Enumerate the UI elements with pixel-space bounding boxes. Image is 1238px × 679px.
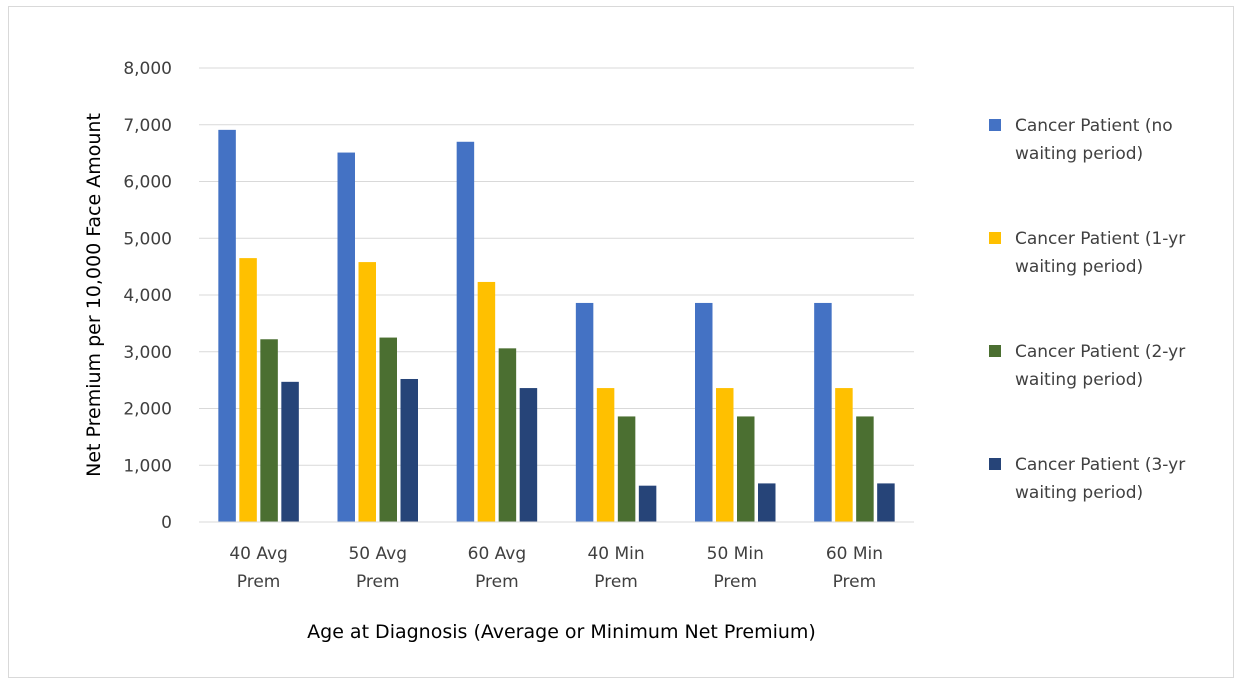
bar [814, 302, 832, 522]
bar [877, 483, 895, 522]
x-tick-label: 40 Min [587, 544, 644, 564]
x-tick-label: 60 Avg [468, 544, 527, 564]
x-tick-label: Prem [833, 572, 877, 592]
chart-frame: 0 1,000 2,000 3,000 4,000 5,000 6,000 7,000 8,00… [8, 6, 1234, 678]
x-tick-label: 50 Avg [348, 544, 407, 564]
y-axis-title: Net Premium per 10,000 Face Amount [83, 113, 105, 477]
bar [617, 416, 636, 522]
bar [281, 381, 299, 522]
bar [575, 302, 594, 522]
x-tick-label: Prem [594, 572, 638, 592]
legend-label: Cancer Patient (3-yr [1015, 455, 1185, 475]
x-tick-label: Prem [356, 572, 400, 592]
x-tick-label: 60 Min [826, 544, 883, 564]
y-axis-ticks: 0 1,000 2,000 3,000 4,000 5,000 6,000 7,000 8,00… [123, 59, 172, 533]
legend-label: waiting period) [1015, 370, 1143, 390]
legend-swatch [989, 345, 1001, 357]
bar [456, 141, 475, 522]
x-tick-label: 40 Avg [229, 544, 288, 564]
bar [218, 129, 236, 523]
y-tick-label: 8,000 [123, 59, 172, 79]
y-tick-label: 0 [161, 513, 172, 533]
legend-label: Cancer Patient (2-yr [1015, 342, 1185, 362]
bar-chart: 0 1,000 2,000 3,000 4,000 5,000 6,000 7,000 8,00… [83, 59, 1185, 643]
bar [400, 378, 418, 522]
y-tick-label: 1,000 [123, 456, 172, 476]
x-tick-label: Prem [237, 572, 281, 592]
x-tick-label: Prem [475, 572, 519, 592]
bar [498, 348, 517, 522]
y-tick-label: 4,000 [123, 286, 172, 306]
y-tick-label: 5,000 [123, 229, 172, 249]
bars [218, 129, 895, 523]
x-axis-title: Age at Diagnosis (Average or Minimum Net… [307, 621, 816, 643]
y-tick-label: 7,000 [123, 116, 172, 136]
y-tick-label: 3,000 [123, 343, 172, 363]
x-tick-label: Prem [713, 572, 757, 592]
bar [835, 388, 853, 522]
y-tick-label: 2,000 [123, 400, 172, 420]
bar [758, 483, 776, 522]
bar [379, 337, 397, 522]
bar [638, 485, 657, 522]
bar [239, 258, 257, 522]
x-axis-ticks: 40 Avg Prem 50 Avg Prem 60 Avg Prem 40 Min Prem… [229, 544, 883, 592]
legend-label: Cancer Patient (no [1015, 116, 1173, 136]
legend-swatch [989, 458, 1001, 470]
bar [737, 416, 755, 522]
legend-swatch [989, 232, 1001, 244]
x-tick-label: 50 Min [707, 544, 764, 564]
y-tick-label: 6,000 [123, 173, 172, 193]
bar [716, 388, 734, 522]
legend: Cancer Patient (no waiting period) Cancer … [989, 116, 1185, 503]
bar [337, 152, 355, 522]
bar [260, 339, 278, 522]
bar [477, 281, 496, 522]
bar [519, 388, 538, 522]
legend-swatch [989, 119, 1001, 131]
legend-label: waiting period) [1015, 144, 1143, 164]
gridlines [199, 67, 914, 466]
legend-label: waiting period) [1015, 257, 1143, 277]
bar [596, 388, 615, 522]
bar [856, 416, 874, 522]
legend-label: Cancer Patient (1-yr [1015, 229, 1185, 249]
bar [358, 262, 376, 522]
bar [695, 302, 713, 522]
legend-label: waiting period) [1015, 483, 1143, 503]
